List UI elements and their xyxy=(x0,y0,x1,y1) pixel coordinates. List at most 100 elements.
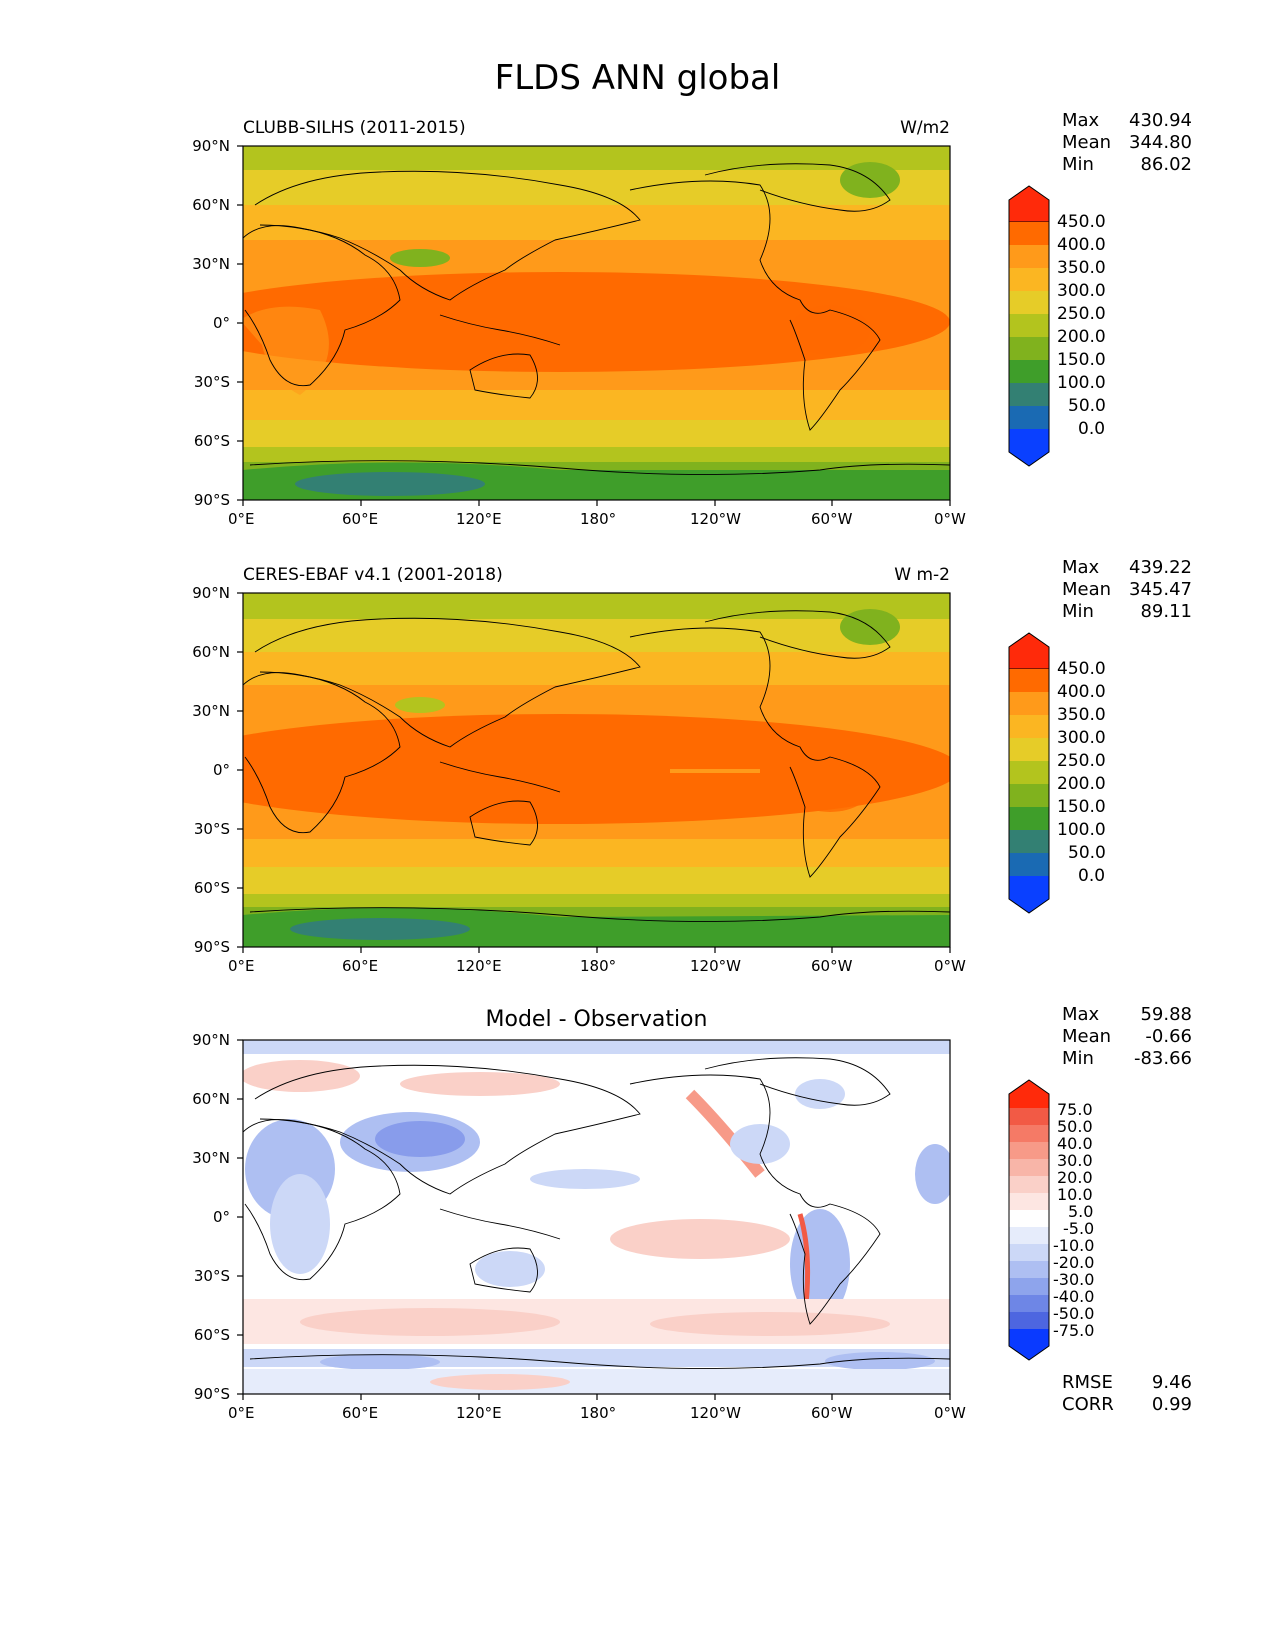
colorbar-label: -75.0 xyxy=(1053,1321,1095,1340)
stat-mean-value: -0.66 xyxy=(1145,1026,1192,1047)
map-observation xyxy=(237,592,1050,953)
x-tick-label: 0°E xyxy=(228,957,255,975)
colorbar-label: -50.0 xyxy=(1053,1304,1095,1323)
stat-max-label: Max xyxy=(1062,110,1100,131)
x-tick-label: 60°W xyxy=(811,957,853,975)
stat-max-value: 439.22 xyxy=(1129,557,1192,578)
x-tick-label: 0°E xyxy=(228,1404,255,1422)
x-tick-label: 120°E xyxy=(456,957,502,975)
colorbar-label: 0.0 xyxy=(1078,866,1106,886)
stat-min-value: 89.11 xyxy=(1140,601,1192,622)
colorbar-label: -30.0 xyxy=(1053,1270,1095,1289)
colorbar-label: 350.0 xyxy=(1057,705,1106,725)
stats-box: Max 430.94 Mean 344.80 Min 86.02 xyxy=(1062,110,1192,176)
stat-mean-label: Mean xyxy=(1062,579,1112,600)
y-tick-label: 0° xyxy=(212,1208,230,1226)
y-tick-label: 60°S xyxy=(193,1326,230,1344)
x-tick-label: 0°E xyxy=(228,510,255,528)
colorbar xyxy=(1008,1079,1050,1361)
colorbar-label: 200.0 xyxy=(1057,327,1106,347)
stats-box: Max 59.88 Mean -0.66 Min -83.66 xyxy=(1062,1004,1192,1070)
colorbar-label: 30.0 xyxy=(1057,1151,1093,1170)
y-tick-label: 60°N xyxy=(192,643,230,661)
y-tick-label: 30°S xyxy=(193,1267,230,1285)
colorbar-label: -10.0 xyxy=(1053,1236,1095,1255)
x-tick-label: 180° xyxy=(580,1404,617,1422)
y-tick-label: 30°N xyxy=(192,702,230,720)
corr-label: CORR xyxy=(1062,1394,1114,1415)
x-tick-label: 60°W xyxy=(811,1404,853,1422)
x-tick-label: 0°W xyxy=(934,510,966,528)
stat-min-value: -83.66 xyxy=(1133,1048,1192,1069)
colorbar-label: 300.0 xyxy=(1057,728,1106,748)
colorbar-label: 350.0 xyxy=(1057,258,1106,278)
stat-max-value: 59.88 xyxy=(1140,1004,1192,1025)
x-tick-label: 120°W xyxy=(690,510,741,528)
stat-mean-label: Mean xyxy=(1062,132,1112,153)
y-tick-label: 30°N xyxy=(192,255,230,273)
colorbar-label: 150.0 xyxy=(1057,797,1106,817)
stat-mean-value: 345.47 xyxy=(1129,579,1192,600)
colorbar-label: 75.0 xyxy=(1057,1100,1093,1119)
axis-ticks xyxy=(237,1039,951,1400)
x-tick-label: 60°E xyxy=(342,957,379,975)
panel-center-title: Model - Observation xyxy=(485,1007,708,1032)
colorbar-label: 0.0 xyxy=(1078,419,1106,439)
y-tick-label: 60°S xyxy=(193,432,230,450)
map-model xyxy=(237,145,1050,506)
rmse-value: 9.46 xyxy=(1151,1372,1192,1393)
colorbar-label: 400.0 xyxy=(1057,235,1106,255)
x-tick-label: 0°W xyxy=(934,957,966,975)
stat-max-label: Max xyxy=(1062,1004,1100,1025)
y-tick-label: 30°N xyxy=(192,1149,230,1167)
map-difference xyxy=(237,1039,1050,1400)
y-tick-label: 0° xyxy=(212,314,230,332)
colorbar-label: 150.0 xyxy=(1057,350,1106,370)
colorbar-label: 5.0 xyxy=(1068,1202,1094,1221)
y-tick-label: 90°N xyxy=(192,584,230,602)
panel-model: CLUBB-SILHS (2011-2015) W/m2 Max 430.94 M… xyxy=(0,0,1275,528)
x-tick-label: 120°W xyxy=(690,957,741,975)
x-tick-label: 180° xyxy=(580,510,617,528)
colorbar-label: 100.0 xyxy=(1057,820,1106,840)
y-tick-label: 30°S xyxy=(193,373,230,391)
x-tick-label: 120°E xyxy=(456,510,502,528)
x-tick-label: 0°W xyxy=(934,1404,966,1422)
rmse-label: RMSE xyxy=(1062,1372,1113,1393)
panel-difference: Model - Observation Max 59.88 Mean -0.66 M… xyxy=(0,894,1275,1454)
panel-units: W m-2 xyxy=(894,565,950,585)
panel-observation: CERES-EBAF v4.1 (2001-2018) W m-2 Max 439… xyxy=(0,447,1275,975)
colorbar-label: 450.0 xyxy=(1057,659,1106,679)
y-tick-label: 90°N xyxy=(192,137,230,155)
colorbar-label: 20.0 xyxy=(1057,1168,1093,1187)
panel-units: W/m2 xyxy=(900,118,950,138)
panel-left-title: CLUBB-SILHS (2011-2015) xyxy=(243,118,466,138)
colorbar-label: 40.0 xyxy=(1057,1134,1093,1153)
colorbar-label: 100.0 xyxy=(1057,373,1106,393)
x-tick-label: 180° xyxy=(580,957,617,975)
stat-max-value: 430.94 xyxy=(1129,110,1192,131)
colorbar-label: -5.0 xyxy=(1063,1219,1095,1238)
colorbar xyxy=(1008,185,1050,467)
scores-box: RMSE 9.46 CORR 0.99 xyxy=(1062,1372,1192,1416)
stat-mean-label: Mean xyxy=(1062,1026,1112,1047)
stat-mean-value: 344.80 xyxy=(1129,132,1192,153)
stat-min-label: Min xyxy=(1062,1048,1094,1069)
y-tick-label: 60°S xyxy=(193,879,230,897)
colorbar-label: 250.0 xyxy=(1057,751,1106,771)
colorbar-label: 50.0 xyxy=(1068,396,1106,416)
corr-value: 0.99 xyxy=(1151,1394,1192,1415)
y-tick-label: 60°N xyxy=(192,1090,230,1108)
colorbar-label: -40.0 xyxy=(1053,1287,1095,1306)
y-tick-label: 0° xyxy=(212,761,230,779)
axis-ticks xyxy=(237,145,951,506)
stats-box: Max 439.22 Mean 345.47 Min 89.11 xyxy=(1062,557,1192,623)
stat-max-label: Max xyxy=(1062,557,1100,578)
y-tick-label: 30°S xyxy=(193,820,230,838)
stat-min-label: Min xyxy=(1062,154,1094,175)
y-tick-label: 90°S xyxy=(193,938,230,956)
colorbar-label: 250.0 xyxy=(1057,304,1106,324)
colorbar-label: 200.0 xyxy=(1057,774,1106,794)
panel-left-title: CERES-EBAF v4.1 (2001-2018) xyxy=(243,565,503,585)
stat-min-value: 86.02 xyxy=(1140,154,1192,175)
